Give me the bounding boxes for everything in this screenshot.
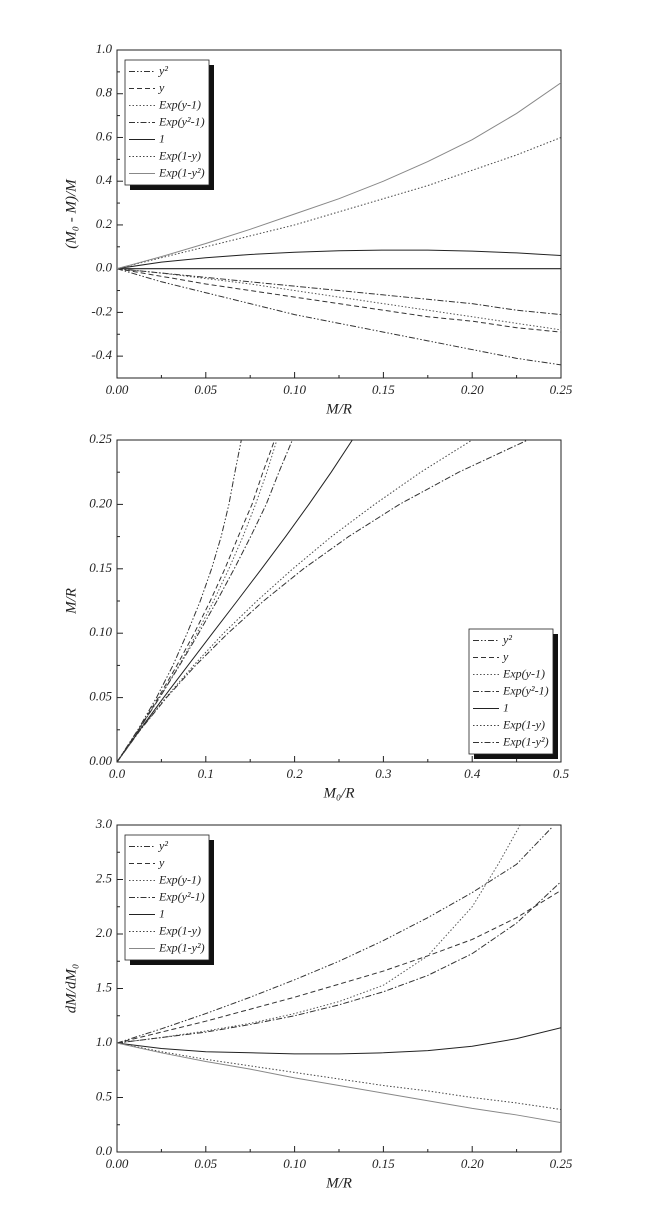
y-axis-label: dM/dM₀ — [63, 964, 79, 1013]
series-line — [117, 825, 521, 1044]
series-line — [117, 440, 278, 762]
legend-label: Exp(1-y²) — [158, 165, 205, 179]
y-tick-label: -0.4 — [91, 347, 112, 362]
x-tick-label: 0.5 — [553, 766, 570, 781]
series-line — [117, 1027, 561, 1055]
x-tick-label: 0.10 — [283, 382, 306, 397]
series-line — [117, 826, 553, 1044]
legend-label: Exp(y²-1) — [158, 114, 205, 128]
series-line — [117, 440, 242, 762]
legend-label: Exp(y²-1) — [158, 889, 205, 903]
y-tick-label: 1.0 — [96, 1034, 113, 1049]
x-tick-label: 0.15 — [372, 1156, 395, 1171]
series-line — [117, 82, 561, 270]
series-line — [117, 440, 293, 762]
y-tick-label: 3.0 — [95, 816, 113, 831]
y-tick-label: 0.2 — [96, 216, 113, 231]
series-line — [117, 881, 561, 1044]
x-tick-label: 0.05 — [194, 382, 217, 397]
x-tick-label: 0.20 — [461, 1156, 484, 1171]
legend-box — [468, 628, 554, 755]
x-tick-label: 0.00 — [106, 1156, 129, 1171]
series-line — [117, 889, 561, 1044]
x-tick-label: 0.10 — [283, 1156, 306, 1171]
series-line — [117, 1042, 561, 1110]
y-tick-label: 0.5 — [96, 1088, 113, 1103]
y-tick-label: 1.0 — [96, 41, 113, 56]
x-tick-label: 0.4 — [464, 766, 481, 781]
y-tick-label: 2.5 — [96, 870, 113, 885]
legend-label: Exp(y-1) — [158, 872, 201, 886]
x-tick-label: 0.00 — [106, 382, 129, 397]
legend-label: y — [158, 80, 165, 94]
legend-label: Exp(1-y²) — [502, 734, 549, 748]
x-tick-label: 0.20 — [461, 382, 484, 397]
legend-label: Exp(y-1) — [158, 97, 201, 111]
x-tick-label: 0.05 — [194, 1156, 217, 1171]
series-line — [117, 249, 561, 270]
x-axis-label: M/R — [325, 1175, 352, 1191]
x-tick-label: 0.2 — [286, 766, 303, 781]
x-tick-label: 0.25 — [550, 1156, 573, 1171]
x-tick-label: 0.3 — [375, 766, 392, 781]
legend-label: 1 — [159, 906, 165, 920]
legend-label: y² — [502, 632, 512, 646]
legend-label: Exp(1-y²) — [158, 940, 205, 954]
y-tick-label: 0.6 — [96, 128, 113, 143]
legend-label: y — [502, 649, 509, 663]
legend-box — [124, 59, 210, 186]
y-tick-label: 0.25 — [89, 431, 112, 446]
series-line — [117, 440, 473, 762]
y-tick-label: 0.4 — [96, 172, 113, 187]
series-line — [117, 440, 353, 762]
y-tick-label: -0.2 — [91, 303, 112, 318]
y-tick-label: 0.15 — [89, 560, 112, 575]
series-line — [117, 1042, 561, 1124]
y-tick-label: 0.0 — [96, 1143, 113, 1158]
legend-label: y — [158, 855, 165, 869]
x-axis-label: M₀/R — [322, 785, 354, 801]
legend-label: Exp(1-y) — [158, 923, 201, 937]
x-axis-label: M/R — [325, 401, 352, 417]
legend-label: Exp(y²-1) — [502, 683, 549, 697]
series-line — [117, 268, 561, 331]
y-tick-label: 0.00 — [89, 753, 112, 768]
y-tick-label: 0.0 — [96, 260, 113, 275]
series-line — [117, 268, 561, 333]
legend-label: y² — [158, 838, 168, 852]
y-tick-label: 0.8 — [96, 85, 113, 100]
series-line — [117, 268, 561, 366]
y-axis-label: (M₀ - M)/M — [63, 178, 79, 249]
series-line — [117, 440, 528, 762]
series-line — [117, 268, 561, 316]
legend-label: 1 — [503, 700, 509, 714]
x-tick-label: 0.1 — [198, 766, 214, 781]
x-tick-label: 0.0 — [109, 766, 126, 781]
y-tick-label: 2.0 — [96, 925, 113, 940]
x-tick-label: 0.25 — [550, 382, 573, 397]
legend-label: Exp(1-y) — [158, 148, 201, 162]
y-axis-label: M/R — [63, 588, 79, 615]
y-tick-label: 1.5 — [96, 979, 113, 994]
series-line — [117, 440, 276, 762]
legend-label: Exp(y-1) — [502, 666, 545, 680]
legend-label: 1 — [159, 131, 165, 145]
legend-label: Exp(1-y) — [502, 717, 545, 731]
y-tick-label: 0.05 — [89, 689, 112, 704]
y-tick-label: 0.10 — [89, 624, 112, 639]
legend-box — [124, 834, 210, 961]
legend-label: y² — [158, 63, 168, 77]
x-tick-label: 0.15 — [372, 382, 395, 397]
y-tick-label: 0.20 — [89, 495, 112, 510]
